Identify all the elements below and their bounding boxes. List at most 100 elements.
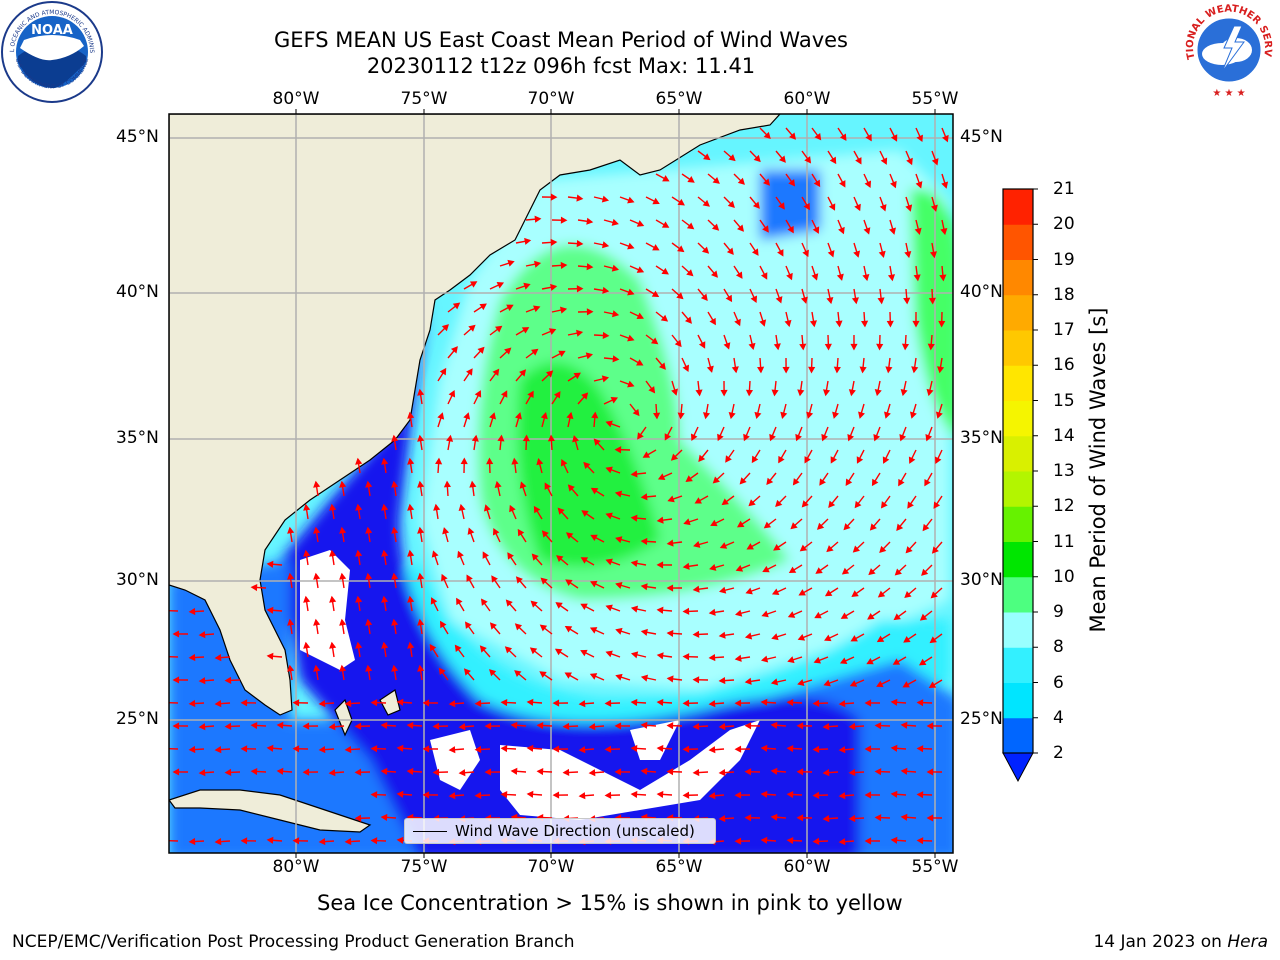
wave-arrow-head	[735, 609, 743, 617]
wave-arrow-head	[930, 204, 938, 212]
wave-arrow-head	[801, 500, 809, 508]
wave-arrow-head	[540, 577, 548, 585]
colorbar-segment	[1003, 224, 1033, 260]
wave-arrow-head	[734, 837, 742, 845]
wave-arrow-head	[188, 653, 196, 662]
wave-arrow-head	[788, 566, 797, 574]
wave-arrow-head	[712, 176, 720, 184]
wave-arrow-head	[544, 482, 551, 490]
colorbar-tick-label: 20	[1053, 214, 1075, 235]
colorbar-tick-label: 18	[1053, 284, 1075, 305]
wave-arrow-head	[890, 836, 898, 844]
colorbar-segment	[1003, 506, 1033, 542]
wave-arrow-head	[441, 324, 449, 332]
wave-arrow-head	[370, 745, 378, 753]
wave-arrow-head	[303, 641, 311, 649]
wave-arrow-head	[871, 478, 879, 487]
colorbar-tick-label: 14	[1053, 425, 1075, 446]
wave-arrow-head	[435, 457, 443, 465]
wave-arrow-head	[474, 390, 482, 398]
wave-arrow-head	[902, 681, 910, 688]
wave-arrow-head	[701, 246, 710, 254]
wave-arrow-head	[918, 658, 927, 666]
wave-arrow-head	[630, 790, 638, 799]
wave-arrow-head	[214, 654, 222, 662]
wave-arrow-head	[744, 677, 752, 685]
wave-arrow-head	[657, 473, 666, 480]
wave-arrow-head	[548, 328, 557, 335]
wave-arrow-head	[456, 597, 463, 606]
wave-arrow-head	[709, 317, 716, 326]
wave-arrow-head	[719, 542, 728, 549]
wave-arrow-head	[482, 551, 489, 559]
wave-arrow-head	[666, 539, 674, 547]
wave-arrow-head	[522, 434, 530, 442]
wave-arrow-head	[728, 411, 736, 420]
wave-arrow-head	[510, 721, 518, 729]
wave-arrow-head	[554, 648, 563, 656]
wave-arrow-head	[578, 746, 586, 754]
wave-arrow-head	[313, 664, 321, 672]
wave-arrow-head	[744, 814, 752, 822]
wave-arrow-head	[682, 607, 690, 615]
wave-arrow-head	[541, 530, 549, 538]
wave-arrow-head	[822, 723, 830, 731]
wave-arrow-head	[812, 837, 820, 845]
wave-arrow-head	[580, 603, 588, 611]
wave-arrow-head	[802, 249, 809, 258]
wave-arrow-head	[585, 352, 593, 360]
wave-arrow-head	[869, 523, 877, 531]
wave-arrow-head	[188, 745, 196, 754]
wave-arrow-head	[711, 223, 720, 231]
wave-arrow-head	[591, 411, 599, 419]
wave-arrow-head	[935, 411, 943, 419]
wave-arrow-head	[407, 641, 415, 649]
wave-arrow-head	[169, 699, 170, 706]
wave-arrow-head	[365, 664, 373, 672]
wave-arrow-head	[823, 389, 831, 397]
wave-arrow-head	[797, 679, 805, 686]
svg-text:★ ★ ★: ★ ★ ★	[1212, 88, 1245, 99]
wave-arrow-head	[417, 618, 425, 626]
wave-arrow-head	[926, 388, 934, 397]
wave-arrow-head	[901, 343, 910, 351]
wave-arrow-head	[656, 652, 664, 660]
wave-arrow-head	[601, 195, 610, 203]
wave-arrow-head	[800, 296, 808, 304]
wave-arrow-head	[816, 522, 825, 530]
wave-arrow-head	[483, 504, 491, 512]
wave-arrow-head	[355, 641, 363, 649]
wave-arrow-head	[339, 480, 347, 488]
wave-arrow-head	[907, 501, 914, 509]
wave-arrow-head	[586, 217, 594, 225]
wave-arrow-head	[656, 561, 664, 569]
wave-arrow-head	[602, 331, 610, 340]
wave-arrow-head	[630, 514, 638, 522]
wave-arrow-head	[484, 722, 492, 730]
colorbar-tick-marks	[1033, 188, 1038, 754]
wave-arrow-head	[496, 282, 505, 289]
wave-arrow-head	[329, 503, 337, 511]
wave-arrow-head	[905, 546, 913, 554]
wave-arrow-head	[718, 631, 726, 639]
wave-arrow-head	[438, 667, 446, 675]
wave-arrow-head	[900, 721, 908, 729]
wave-arrow-head	[748, 499, 756, 507]
wave-arrow-head	[866, 657, 874, 665]
wave-arrow-head	[381, 595, 389, 603]
wave-arrow-head	[172, 676, 180, 684]
wave-arrow-head	[318, 700, 326, 708]
wave-arrow-head	[560, 459, 568, 467]
wave-arrow-head	[640, 674, 649, 682]
wave-arrow-head	[605, 420, 613, 428]
wave-arrow-head	[406, 721, 414, 730]
wave-arrow-head	[682, 791, 690, 799]
wave-arrow-head	[457, 550, 464, 559]
wave-arrow-head	[751, 455, 759, 464]
wave-arrow-head	[339, 618, 347, 626]
wave-arrow-head	[504, 646, 513, 654]
wave-arrow-head	[856, 456, 864, 464]
wave-arrow-head	[422, 699, 430, 707]
wave-arrow-head	[736, 520, 745, 528]
